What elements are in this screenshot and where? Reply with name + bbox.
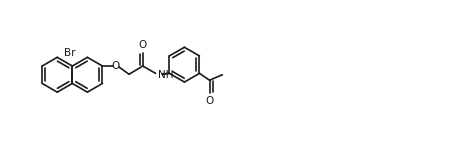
Text: O: O bbox=[139, 39, 147, 49]
Text: O: O bbox=[206, 96, 214, 106]
Text: O: O bbox=[111, 61, 120, 71]
Text: Br: Br bbox=[64, 48, 76, 58]
Text: NH: NH bbox=[158, 70, 174, 80]
